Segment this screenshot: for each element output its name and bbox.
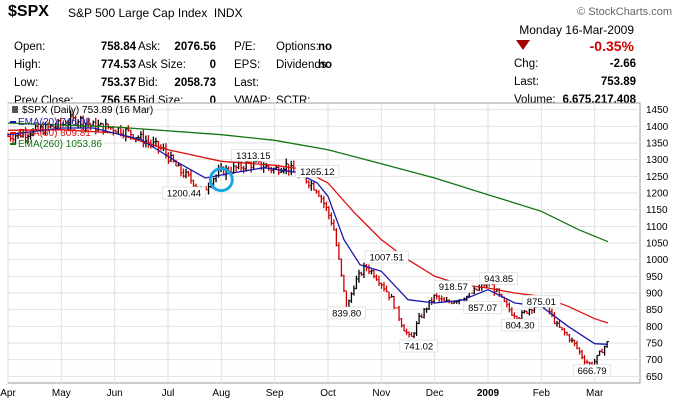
annotation-box xyxy=(327,306,366,320)
ema260-line xyxy=(7,122,609,243)
y-tick-label: 950 xyxy=(646,272,663,283)
annotation-box xyxy=(364,250,409,264)
price-annotation: 875.01 xyxy=(527,297,556,308)
price-annotation: 804.30 xyxy=(505,321,534,332)
y-tick-label: 650 xyxy=(646,372,663,383)
stat-label: Low: xyxy=(14,77,39,89)
stat-value: 753.37 xyxy=(100,77,136,89)
y-tick-label: 750 xyxy=(646,339,663,350)
x-tick-label: Feb xyxy=(533,388,551,399)
legend-entry: EMA(260) 1053.86 xyxy=(18,139,102,150)
annotation-box xyxy=(479,272,518,285)
annotation-box xyxy=(231,149,276,162)
annotation-box xyxy=(399,339,438,353)
stat-value: 0 xyxy=(209,59,216,71)
stat-label: Bid: xyxy=(138,77,158,89)
quote-date: Monday 16-Mar-2009 xyxy=(519,23,634,37)
down-arrow-icon xyxy=(516,40,530,50)
price-annotation: 666.79 xyxy=(577,366,606,377)
x-tick-label: Jul xyxy=(162,388,175,399)
chart-title: $SPX (Daily) 753.89 (16 Mar) xyxy=(22,105,153,116)
stat-label: High: xyxy=(14,59,41,71)
y-tick-label: 800 xyxy=(646,322,663,333)
stat-label: Options: xyxy=(276,41,319,53)
stat-label: P/E: xyxy=(234,41,256,53)
brand-link[interactable]: © StockCharts.com xyxy=(577,6,672,18)
y-tick-label: 1300 xyxy=(646,155,669,166)
annotation-box xyxy=(500,318,540,332)
bar-legend-icon xyxy=(12,106,18,113)
y-tick-label: 900 xyxy=(646,289,663,300)
y-tick-label: 1050 xyxy=(646,239,669,250)
price-annotation: 741.02 xyxy=(404,342,433,353)
y-tick-label: 850 xyxy=(646,305,663,316)
highlight-circle xyxy=(208,167,234,193)
annotation-box xyxy=(522,295,561,308)
x-tick-label: Dec xyxy=(426,388,444,399)
change-percent: -0.35% xyxy=(589,38,634,54)
x-tick-label: May xyxy=(52,388,71,399)
stat-value: 0 xyxy=(209,95,216,107)
x-tick-label: Aug xyxy=(212,388,230,399)
x-tick-label: Jun xyxy=(107,388,123,399)
price-annotation: 918.57 xyxy=(439,282,468,293)
annotation-box xyxy=(434,280,473,293)
price-annotation: 1265.12 xyxy=(300,167,334,178)
stat-value: no xyxy=(317,41,332,53)
stat-value: no xyxy=(317,59,332,71)
y-tick-label: 1250 xyxy=(646,172,669,183)
stat-label: Last: xyxy=(514,76,539,88)
price-annotation: 1007.51 xyxy=(369,253,403,264)
y-tick-label: 1350 xyxy=(646,139,669,150)
x-tick-label: Nov xyxy=(372,388,390,399)
stat-label: Last: xyxy=(234,77,259,89)
stat-label: Open: xyxy=(14,41,46,53)
stat-label: Chg: xyxy=(514,58,539,70)
stat-value: 758.84 xyxy=(100,41,136,53)
annotation-box xyxy=(162,186,206,200)
x-tick-label: Mar xyxy=(586,388,604,399)
ticker-symbol: $SPX xyxy=(8,3,49,20)
stat-value: 2058.73 xyxy=(174,77,216,89)
annotation-box xyxy=(295,165,340,178)
stat-value: 774.53 xyxy=(100,59,136,71)
stat-label: Ask: xyxy=(138,41,161,53)
ticker-description: S&P 500 Large Cap Index INDX xyxy=(68,6,243,20)
stat-value: -2.66 xyxy=(609,58,636,70)
x-tick-label: Apr xyxy=(0,388,16,399)
annotation-box xyxy=(572,364,612,377)
x-tick-label: 2009 xyxy=(477,388,500,399)
legend-entry: EMA(20) 746.08 xyxy=(18,117,91,128)
y-tick-label: 1000 xyxy=(646,255,669,266)
y-tick-label: 700 xyxy=(646,355,663,366)
stat-label: Ask Size: xyxy=(138,59,186,71)
price-annotation: 1200.44 xyxy=(167,189,201,200)
description-text: S&P 500 Large Cap Index xyxy=(68,6,208,20)
price-annotation: 1313.15 xyxy=(236,151,270,162)
exchange-text: INDX xyxy=(213,6,243,20)
y-tick-label: 1100 xyxy=(646,222,668,233)
annotation-box xyxy=(463,301,502,314)
price-annotation: 839.80 xyxy=(332,309,361,320)
x-tick-label: Sep xyxy=(266,388,284,399)
stat-label: EPS: xyxy=(234,59,261,71)
price-annotation: 943.85 xyxy=(484,274,513,285)
price-annotation: 857.07 xyxy=(468,303,497,314)
stat-value: 753.89 xyxy=(600,76,636,88)
stat-value: 2076.56 xyxy=(174,41,216,53)
y-tick-label: 1400 xyxy=(646,122,669,133)
y-tick-label: 1150 xyxy=(646,205,668,216)
legend-entry: EMA(60) 809.81 xyxy=(18,128,91,139)
y-tick-label: 1450 xyxy=(646,105,669,116)
x-tick-label: Oct xyxy=(320,388,336,399)
stat-label: Dividends: xyxy=(276,59,330,71)
y-tick-label: 1200 xyxy=(646,189,669,200)
